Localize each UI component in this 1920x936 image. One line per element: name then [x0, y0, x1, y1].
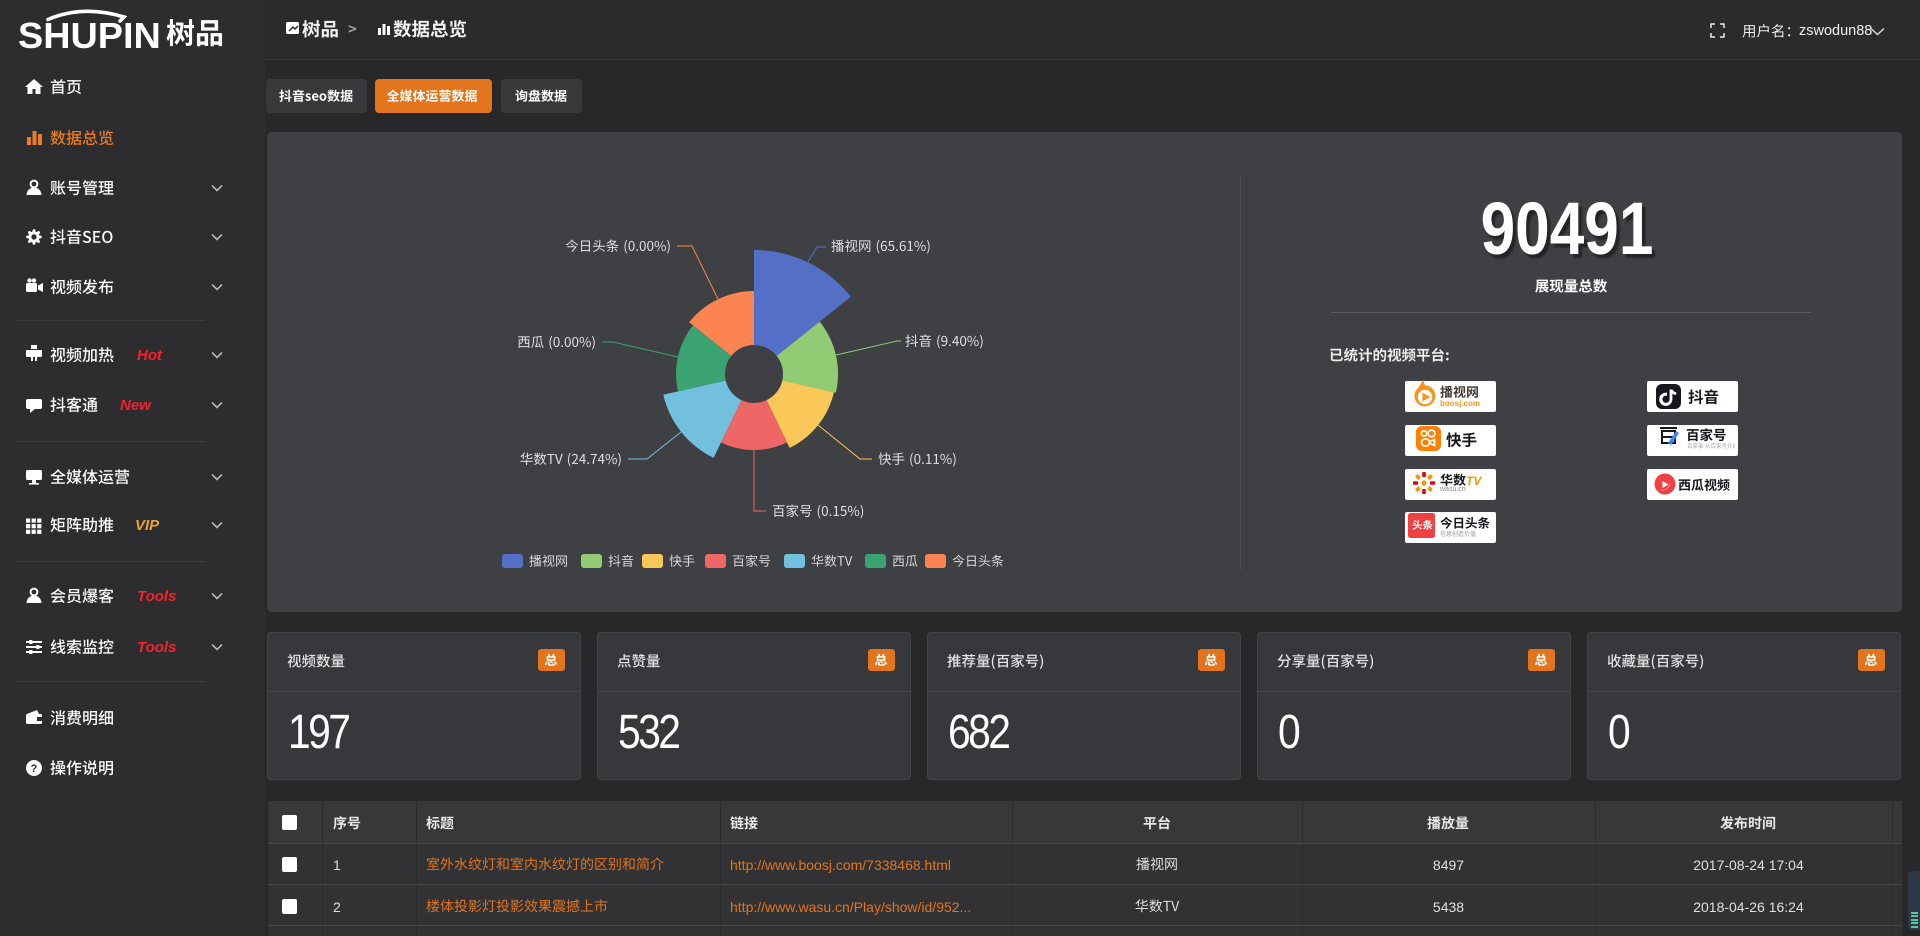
svg-text:?: ?: [31, 763, 38, 775]
